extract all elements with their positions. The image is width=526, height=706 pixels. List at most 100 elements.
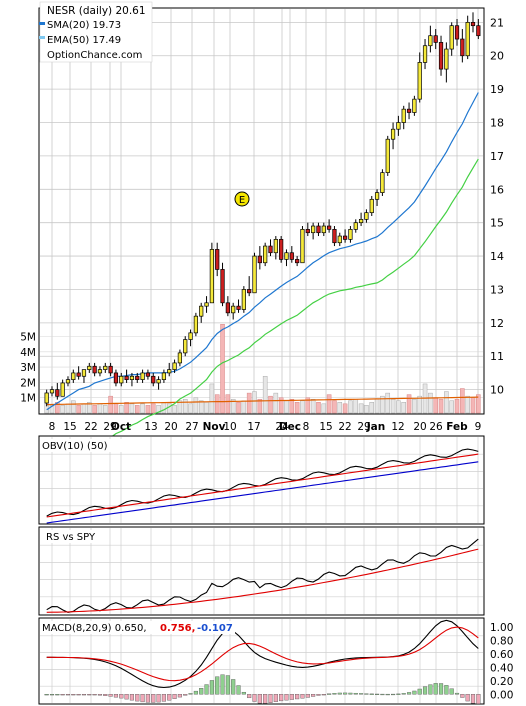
candle-body — [225, 302, 230, 314]
macd-histogram-bar — [364, 693, 369, 695]
volume-bar — [465, 395, 470, 414]
candle-body — [396, 122, 401, 130]
volume-bar — [241, 400, 247, 414]
macd-histogram-bar — [140, 694, 145, 703]
macd-histogram-bar — [161, 694, 166, 702]
volume-bar — [369, 402, 375, 414]
volume-average-line — [46, 396, 479, 406]
volume-bar — [65, 403, 71, 414]
macd-histogram-bar — [273, 694, 278, 702]
price-tick-label: 18 — [490, 117, 504, 130]
macd-histogram-bar — [199, 688, 204, 695]
macd-tick-label: 0.40 — [490, 662, 513, 674]
macd-histogram-bar — [406, 692, 412, 695]
volume-bar — [364, 405, 369, 414]
macd-histogram-bar — [444, 685, 449, 695]
macd-histogram-bar — [247, 694, 252, 699]
date-tick-label: 12 — [391, 421, 404, 433]
macd-histogram-bar — [380, 693, 385, 696]
volume-bar — [246, 392, 252, 414]
macd-histogram-bar — [108, 694, 113, 697]
date-tick-label: Nov — [203, 421, 226, 433]
volume-bar — [385, 392, 391, 414]
candle-body — [353, 222, 358, 230]
price-candles — [44, 12, 481, 497]
volume-bar — [460, 388, 465, 414]
macd-histogram-bar — [369, 693, 374, 695]
candle-body — [231, 305, 236, 314]
candle-body — [113, 372, 119, 384]
earnings-marker-label: E — [239, 195, 245, 206]
volume-bar — [390, 398, 396, 414]
candle-body — [364, 212, 369, 220]
macd-histogram-bar — [438, 683, 444, 695]
volume-bar — [150, 403, 156, 414]
price-tick-label: 12 — [490, 317, 504, 330]
volume-bar — [454, 398, 460, 414]
candle-body — [97, 369, 103, 374]
macd-histogram-bar — [124, 694, 129, 700]
candle-body — [209, 249, 214, 304]
volume-bar — [49, 405, 55, 414]
macd-signal-line — [46, 626, 479, 682]
candle-body — [247, 289, 252, 294]
date-tick-label: Oct — [111, 421, 131, 433]
price-panel: 10 11 12 13 14 15 16 17 18 19 20 21 1M 2M 3M 4M 5M 8 15 2… — [20, 1, 504, 497]
candle-body — [92, 365, 97, 374]
macd-histogram-bar — [241, 691, 246, 695]
legend-label-sma: SMA(20) 19.73 — [47, 20, 121, 31]
volume-bar — [396, 400, 401, 414]
watermark-label: OptionChance.com — [47, 50, 142, 61]
volume-bar — [428, 392, 433, 414]
macd-tick-label: 1.00 — [490, 622, 513, 634]
volume-bar — [417, 395, 422, 414]
volume-bar — [236, 402, 241, 414]
volume-bar — [81, 403, 87, 414]
candle-body — [327, 225, 332, 230]
macd-histogram-bar — [215, 676, 220, 695]
candle-body — [444, 48, 449, 70]
macd-histogram-bar — [103, 694, 108, 696]
volume-axis: 1M 2M 3M 4M 5M — [20, 332, 36, 405]
volume-bar — [310, 398, 316, 414]
macd-histogram-bar — [145, 694, 150, 703]
candle-body — [300, 229, 305, 264]
volume-bar — [438, 398, 444, 414]
macd-axis: 1.00 0.800.600.40 0.200.00 — [490, 622, 513, 701]
volume-bar — [252, 391, 257, 414]
macd-histogram-bar — [193, 690, 198, 695]
date-tick-label: 22 — [338, 421, 351, 433]
volume-bar — [220, 324, 225, 414]
date-tick-label: 15 — [63, 421, 76, 433]
volume-bar — [433, 397, 438, 414]
volume-bar — [380, 395, 385, 414]
candle-body — [342, 235, 348, 240]
candle-body — [151, 375, 156, 384]
macd-histogram-bar — [119, 694, 124, 699]
candle-body — [87, 365, 92, 370]
volume-bar — [284, 400, 289, 414]
volume-bar — [476, 394, 481, 414]
macd-tick-label: 0.20 — [490, 676, 513, 688]
candle-body — [241, 289, 246, 310]
macd-histogram-bar — [225, 675, 230, 695]
macd-histogram-bar — [300, 694, 305, 699]
volume-bar — [230, 398, 236, 414]
macd-histogram-bar — [401, 693, 406, 695]
candle-body — [161, 372, 167, 380]
chart-title: NESR (daily) 20.61 — [47, 5, 146, 17]
price-tick-label: 10 — [490, 384, 504, 397]
volume-bar — [289, 398, 295, 414]
price-tick-label: 19 — [490, 83, 504, 96]
macd-histogram-bar — [204, 684, 209, 695]
date-tick-label: 10 — [223, 421, 236, 433]
macd-histogram-bar — [353, 692, 358, 695]
macd-histogram-bar — [343, 692, 348, 695]
volume-bar — [225, 394, 231, 414]
candle-body — [449, 25, 454, 50]
earnings-marker-circle — [234, 191, 250, 207]
date-tick-label: 13 — [144, 421, 157, 433]
macd-histogram-bar — [49, 694, 55, 696]
candle-body — [412, 98, 417, 113]
macd-histogram-bar — [81, 694, 87, 696]
